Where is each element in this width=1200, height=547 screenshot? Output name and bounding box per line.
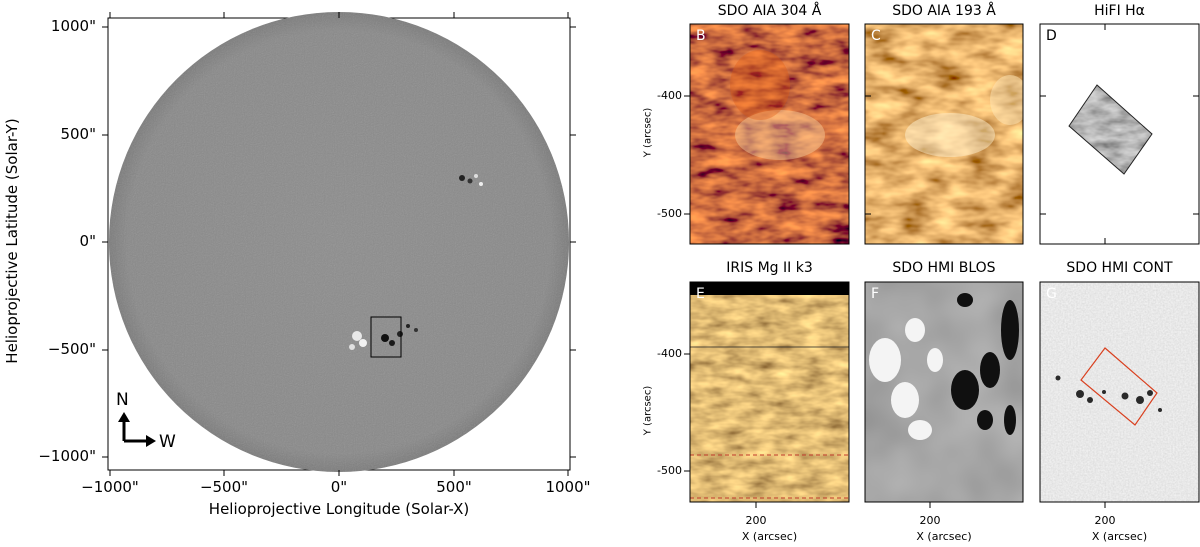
panel-f-xlabel: X (arcsec) bbox=[916, 530, 972, 543]
panel-c-title: SDO AIA 193 Å bbox=[892, 3, 996, 19]
full-disk-y-ticks bbox=[102, 26, 576, 458]
panel-g-x-tick: 200 bbox=[1094, 514, 1116, 527]
solar-disk-texture bbox=[109, 12, 569, 472]
panel-c-image bbox=[865, 24, 1023, 244]
full-disk-xlabel: Helioprojective Longitude (Solar-X) bbox=[208, 500, 470, 518]
panel-e-letter: E bbox=[696, 286, 705, 302]
top-y-tick: -500 bbox=[657, 207, 682, 220]
panel-e-frame bbox=[689, 281, 850, 503]
panel-f-title: SDO HMI BLOS bbox=[892, 260, 996, 276]
top-y-tick: -400 bbox=[657, 89, 682, 102]
panel-d-letter: D bbox=[1046, 28, 1057, 44]
panel-b-frame bbox=[689, 23, 850, 245]
panel-e-title: IRIS Mg II k3 bbox=[726, 260, 813, 276]
full-disk-x-tick: 1000" bbox=[545, 478, 591, 496]
bottom-y-tick: -500 bbox=[657, 464, 682, 477]
compass-north-label: N bbox=[116, 390, 129, 410]
bottom-ylabel: Y (arcsec) bbox=[642, 385, 654, 436]
full-disk-y-tick: −1000" bbox=[38, 447, 96, 465]
panel-c-frame bbox=[864, 23, 1024, 245]
panel-g-letter: G bbox=[1046, 286, 1057, 302]
top-ylabel: Y (arcsec) bbox=[642, 107, 654, 158]
full-disk-x-tick: 500" bbox=[436, 478, 472, 496]
panel-e-xlabel: X (arcsec) bbox=[741, 530, 798, 543]
compass-arrows bbox=[118, 412, 156, 447]
panel-g-title: SDO HMI CONT bbox=[1066, 260, 1173, 276]
panel-f-x-tick: 200 bbox=[919, 514, 941, 527]
panel-g-xlabel: X (arcsec) bbox=[1091, 530, 1148, 543]
compass-west-label: W bbox=[159, 432, 176, 452]
small-panel-ticks bbox=[684, 24, 1199, 508]
panel-f-image bbox=[865, 282, 1023, 502]
context-box-red bbox=[1080, 347, 1158, 426]
full-disk-x-tick: 0" bbox=[330, 478, 348, 496]
panel-b-image bbox=[690, 24, 849, 244]
full-disk-y-tick: −500" bbox=[47, 340, 96, 358]
full-disk-x-tick: −1000" bbox=[81, 478, 139, 496]
panel-b-title: SDO AIA 304 Å bbox=[717, 3, 822, 19]
bottom-y-tick: -400 bbox=[657, 347, 682, 360]
full-disk-y-tick: 1000" bbox=[50, 17, 96, 35]
full-disk-x-tick: −500" bbox=[199, 478, 249, 496]
panel-f-frame bbox=[864, 281, 1024, 503]
panel-e-x-tick: 200 bbox=[745, 514, 767, 527]
active-region-main bbox=[349, 324, 418, 350]
full-disk-y-tick: 500" bbox=[60, 125, 96, 143]
panel-g-image bbox=[1040, 282, 1199, 502]
panel-c-letter: C bbox=[871, 28, 881, 44]
panel-d-title: HiFI Hα bbox=[1094, 3, 1145, 19]
active-region-upper bbox=[459, 174, 483, 186]
panel-g-frame bbox=[1039, 281, 1200, 503]
context-box bbox=[370, 316, 402, 358]
panel-e-image bbox=[690, 282, 849, 502]
panel-f-letter: F bbox=[871, 286, 880, 302]
full-disk-x-ticks bbox=[109, 12, 569, 476]
panel-b-letter: B bbox=[696, 28, 706, 44]
full-disk-y-tick: 0" bbox=[79, 232, 96, 250]
